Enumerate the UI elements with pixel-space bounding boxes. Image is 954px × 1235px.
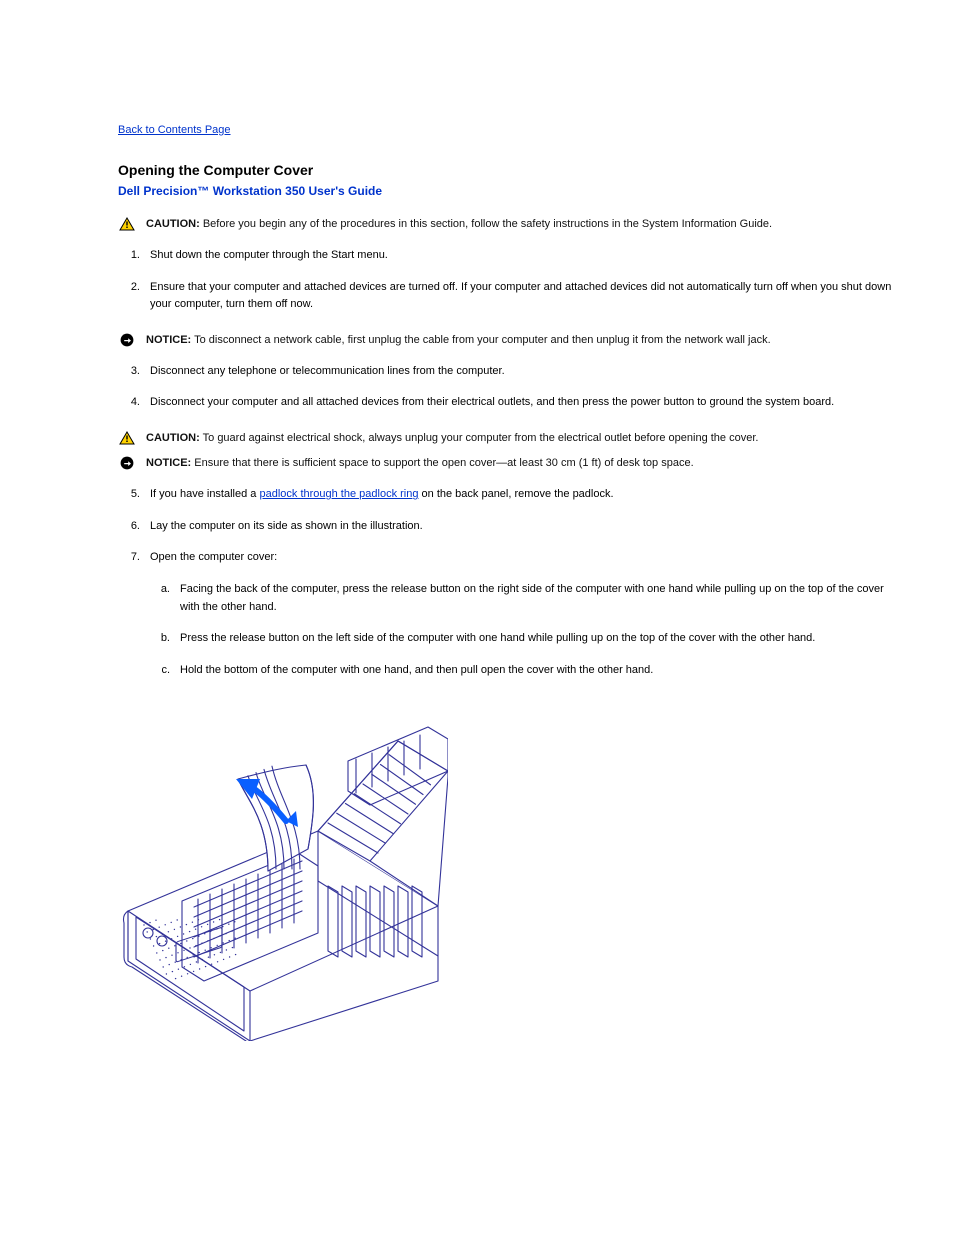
step-number: 1. (118, 247, 140, 265)
open-cover-illustration (118, 701, 448, 1041)
step-text: Shut down the computer through the Start… (150, 247, 388, 265)
padlock-ring-link[interactable]: padlock through the padlock ring (259, 488, 418, 500)
substep-text: Hold the bottom of the computer with one… (180, 662, 653, 680)
notice-icon (118, 455, 136, 470)
step-number: 4. (118, 394, 140, 412)
substep-number: b. (148, 630, 170, 648)
page-title: Opening the Computer Cover (118, 162, 894, 178)
step-number: 6. (118, 518, 140, 536)
step-text: If you have installed a padlock through … (150, 486, 614, 504)
step-text: Ensure that your computer and attached d… (150, 279, 894, 314)
caution-icon (118, 216, 136, 231)
step-text: Open the computer cover: (150, 549, 277, 567)
step-text: Disconnect your computer and all attache… (150, 394, 834, 412)
back-to-contents-link[interactable]: Back to Contents Page (118, 124, 231, 136)
substep-text: Press the release button on the left sid… (180, 630, 815, 648)
substep-text: Facing the back of the computer, press t… (180, 581, 894, 616)
notice-text-1: NOTICE: To disconnect a network cable, f… (146, 332, 771, 349)
caution-icon (118, 430, 136, 445)
notice-icon (118, 332, 136, 347)
caution-text-2: CAUTION: To guard against electrical sho… (146, 430, 758, 447)
notice-text-2: NOTICE: Ensure that there is sufficient … (146, 455, 694, 472)
step-number: 2. (118, 279, 140, 314)
step-number: 3. (118, 363, 140, 381)
step-text: Lay the computer on its side as shown in… (150, 518, 423, 536)
step-number: 7. (118, 549, 140, 567)
step-number: 5. (118, 486, 140, 504)
substep-number: a. (148, 581, 170, 616)
product-subtitle: Dell Precision™ Workstation 350 User's G… (118, 184, 894, 198)
substep-number: c. (148, 662, 170, 680)
caution-text-1: CAUTION: Before you begin any of the pro… (146, 216, 772, 233)
step-text: Disconnect any telephone or telecommunic… (150, 363, 505, 381)
